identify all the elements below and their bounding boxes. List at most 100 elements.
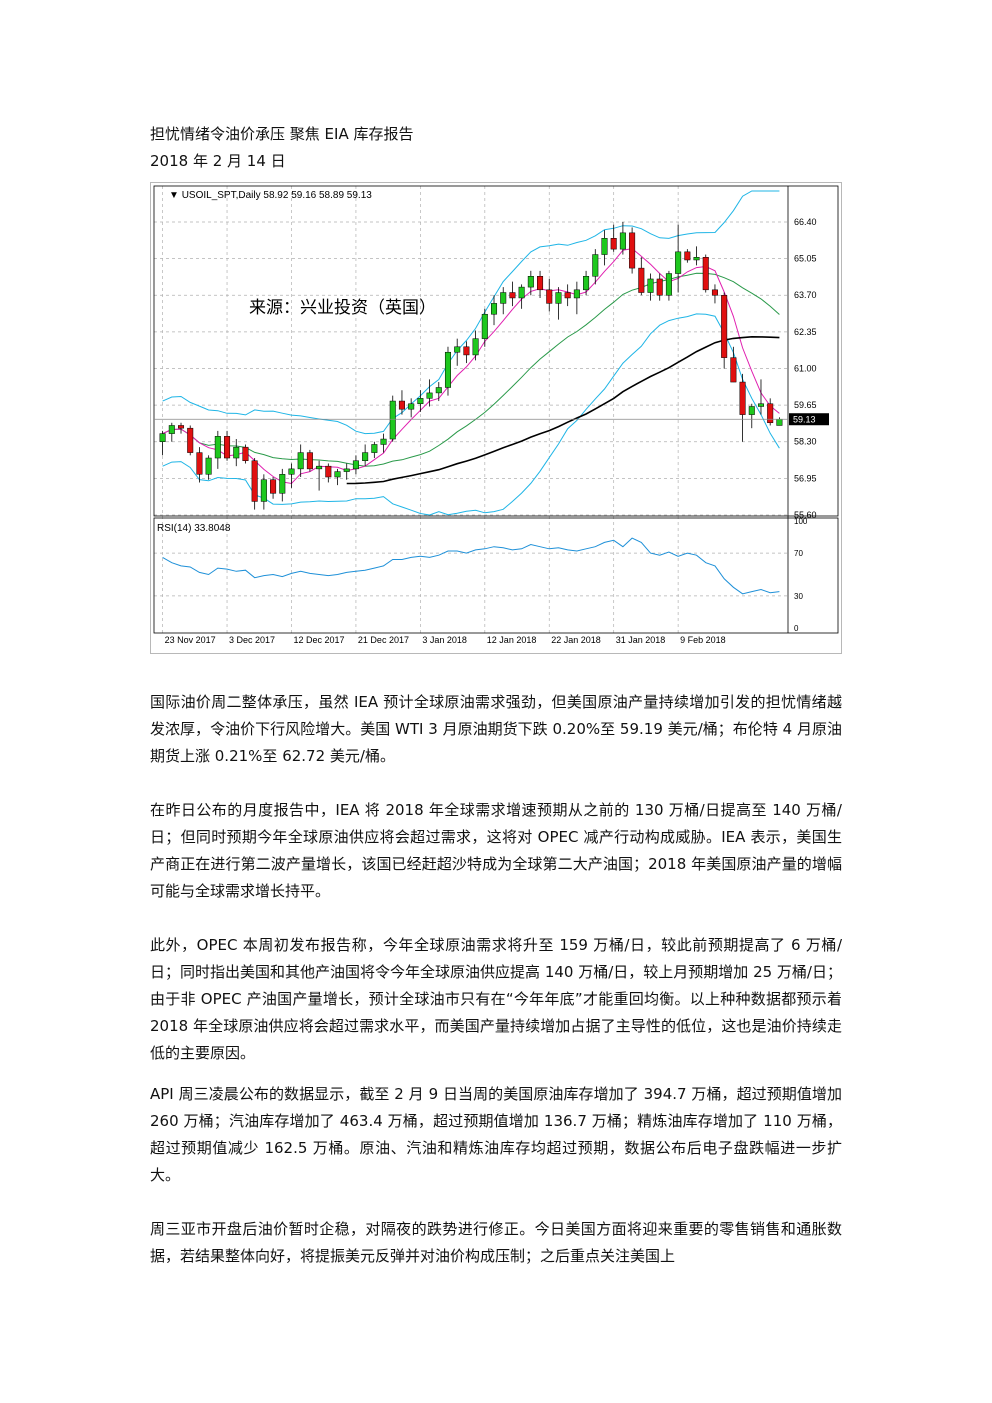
candle	[629, 227, 636, 274]
candle-body	[472, 338, 479, 356]
candle	[527, 270, 534, 296]
candle-body	[767, 403, 774, 424]
candle	[610, 224, 617, 252]
candle	[343, 463, 350, 480]
candle	[656, 273, 663, 301]
candle	[380, 433, 387, 453]
symbol-label: ▼ USOIL_SPT,Daily 58.92 59.16 58.89 59.1…	[169, 190, 372, 201]
candle	[224, 430, 231, 461]
price-tick-label: 56.95	[794, 473, 817, 483]
candle-body	[564, 292, 571, 299]
candle-body	[629, 232, 636, 269]
candle-body	[362, 452, 369, 461]
candle-body	[546, 289, 553, 304]
candle	[288, 463, 295, 488]
paragraph-2: 在昨日公布的月度报告中，IEA 将 2018 年全球需求增速预期从之前的 130…	[150, 801, 842, 900]
candlesticks	[159, 221, 783, 510]
candle-body	[537, 276, 544, 291]
rsi-tick-label: 100	[794, 517, 808, 526]
candle-body	[435, 387, 442, 394]
candle-body	[408, 403, 415, 410]
rsi-tick-label: 70	[794, 549, 803, 558]
candle-body	[491, 303, 498, 315]
candle-body	[776, 418, 783, 426]
last-price-tag	[789, 413, 829, 426]
candle-body	[509, 292, 516, 299]
candle-body	[592, 254, 599, 277]
candle	[233, 439, 240, 467]
candle-body	[306, 452, 313, 470]
candle-body	[454, 346, 461, 353]
article-header: 担忧情绪令油价承压 聚焦 EIA 库存报告 2018 年 2 月 14 日	[150, 121, 413, 175]
candle	[408, 398, 415, 418]
price-tick-label: 55.60	[794, 510, 817, 520]
price-tick-label: 63.70	[794, 290, 817, 300]
candle	[638, 257, 645, 296]
last-price-value: 59.13	[793, 415, 816, 425]
candle-body	[619, 232, 626, 250]
candle	[242, 444, 249, 464]
candle	[583, 270, 590, 296]
candle	[159, 430, 166, 456]
rsi-line	[162, 537, 780, 595]
price-tick-label: 58.30	[794, 437, 817, 447]
candle-body	[334, 471, 341, 478]
candle-body	[371, 444, 378, 453]
candle-body	[260, 479, 267, 502]
candle-body	[288, 468, 295, 475]
price-chart-frame: 66.40 65.05 63.70 62.35 61.00 59.65 58.30 56.95…	[150, 182, 842, 654]
rsi-panel	[162, 537, 780, 595]
ma-mid-line	[162, 272, 780, 467]
candle	[518, 284, 525, 309]
candle-body	[463, 346, 470, 356]
candle	[564, 284, 571, 307]
candle-body	[242, 446, 249, 461]
candle	[573, 281, 580, 315]
candle-body	[352, 460, 359, 470]
candle-body	[684, 251, 691, 261]
candle-body	[251, 460, 258, 502]
paragraph-3: 此外，OPEC 本周初发布报告称，今年全球原油需求将升至 159 万桶/日，较此…	[150, 936, 842, 1062]
candle	[481, 308, 488, 347]
source-watermark: 来源：兴业投资（英国）	[249, 298, 436, 318]
candle-body	[702, 257, 709, 291]
candle	[178, 422, 185, 434]
candle	[647, 273, 654, 301]
candle	[702, 254, 709, 293]
candle	[297, 444, 304, 478]
candle	[776, 417, 783, 426]
candle	[739, 373, 746, 442]
candle-body	[739, 381, 746, 415]
paragraph-5: 周三亚市开盘后油价暂时企稳，对隔夜的跌势进行修正。今日美国方面将迎来重要的零售销…	[150, 1220, 842, 1265]
candle-body	[316, 465, 323, 470]
candle-body	[224, 436, 231, 459]
rsi-label: RSI(14) 33.8048	[157, 523, 231, 534]
candle	[546, 278, 553, 312]
candle	[601, 230, 608, 266]
candle	[371, 441, 378, 459]
price-tick-label: 65.05	[794, 254, 817, 264]
candle-body	[343, 468, 350, 472]
date-tick-label: 31 Jan 2018	[616, 635, 666, 645]
candle	[463, 341, 470, 364]
date-tick-label: 12 Dec 2017	[293, 635, 344, 645]
candle	[693, 246, 700, 266]
candle-body	[527, 276, 534, 288]
candle-body	[757, 403, 764, 407]
candle	[187, 425, 194, 456]
candle-body	[481, 313, 488, 339]
chart-axes: 66.40 65.05 63.70 62.35 61.00 59.65 58.30 56.95…	[153, 185, 839, 645]
dropdown-triangle-icon: ▼	[169, 190, 182, 201]
candle	[684, 249, 691, 263]
candle	[168, 422, 175, 442]
date-tick-label: 3 Jan 2018	[422, 635, 467, 645]
candle	[711, 284, 718, 304]
price-tick-label: 66.40	[794, 217, 817, 227]
candle-body	[187, 427, 194, 453]
price-chart: 66.40 65.05 63.70 62.35 61.00 59.65 58.30 56.95…	[153, 185, 839, 645]
candle	[260, 474, 267, 510]
paragraph-1: 国际油价周二整体承压，虽然 IEA 预计全球原油需求强劲，但美国原油产量持续增加…	[150, 693, 842, 765]
candle-body	[518, 286, 525, 299]
candle-body	[178, 425, 185, 429]
candle-body	[665, 273, 672, 296]
